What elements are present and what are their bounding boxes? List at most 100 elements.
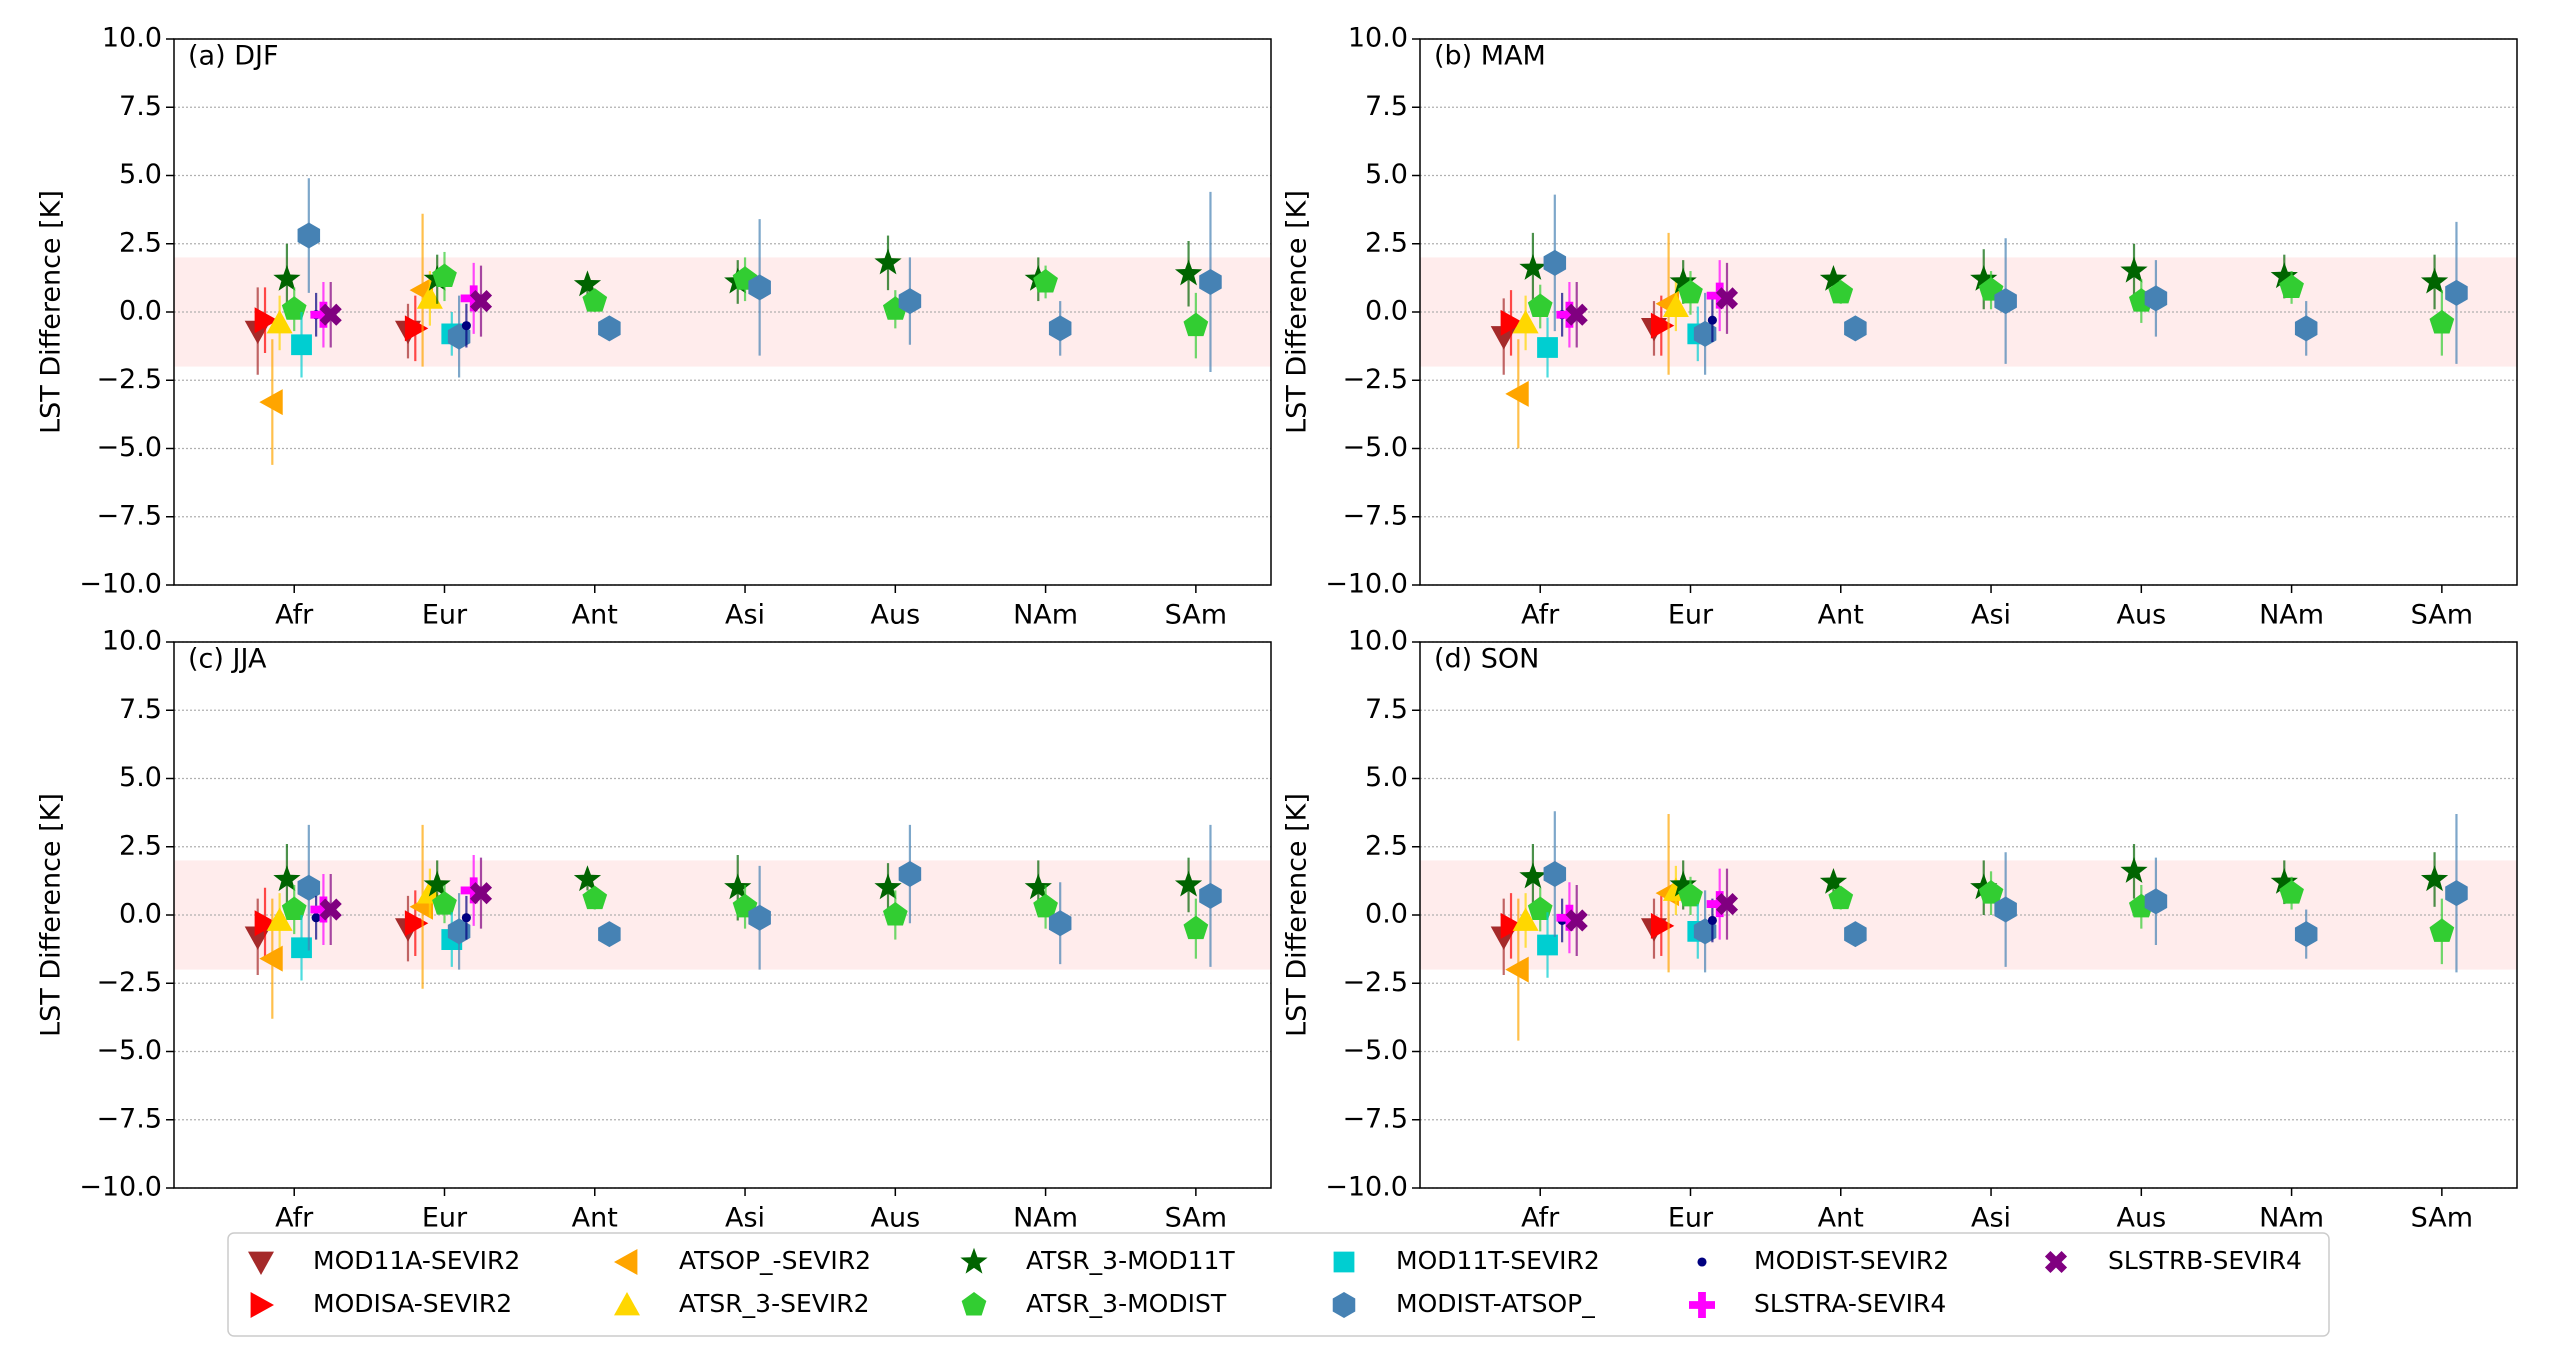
marker: [1693, 320, 1717, 347]
x-tick-label: NAm: [1013, 1203, 1078, 1234]
marker: [598, 315, 621, 342]
marker: [281, 296, 307, 320]
marker: [2120, 256, 2148, 283]
marker: [1505, 956, 1529, 983]
marker: [1994, 896, 2017, 923]
marker: [882, 902, 908, 926]
panel: −10.0 −7.5 −5.0 −2.5 0.0 2.5 5.0 7.5 10.0 Afr Eur A…: [1282, 626, 2518, 1234]
marker: [291, 334, 312, 356]
marker: [874, 248, 902, 275]
x-tick-label: Afr: [1521, 1203, 1560, 1234]
x-tick-label: NAm: [2259, 1203, 2324, 1234]
marker: [266, 309, 293, 334]
panel: −10.0 −7.5 −5.0 −2.5 0.0 2.5 5.0 7.5 10.0 Afr Eur A…: [36, 23, 1272, 631]
y-tick-label: 7.5: [1365, 694, 1408, 725]
marker: [1512, 907, 1539, 931]
y-tick-label: 10.0: [102, 23, 162, 54]
legend-marker: [1689, 1292, 1715, 1318]
y-tick-label: −2.5: [1342, 364, 1408, 395]
y-axis-label: LST Difference [K]: [36, 793, 67, 1037]
y-tick-label: 5.0: [119, 762, 162, 793]
marker: [423, 870, 451, 897]
marker: [1527, 293, 1553, 318]
plot-frame: [1419, 641, 2518, 1189]
legend-label: MODISA-SEVIR2: [313, 1289, 512, 1318]
panel-title: (d) SON: [1434, 644, 1539, 675]
y-tick-label: −2.5: [1342, 967, 1408, 998]
marker: [1543, 861, 1567, 888]
x-tick-label: Eur: [422, 600, 468, 631]
marker: [1024, 873, 1052, 900]
marker: [1828, 885, 1854, 910]
marker: [1662, 293, 1689, 317]
legend-marker: [614, 1292, 640, 1316]
legend-label: SLSTRB-SEVIR4: [2108, 1246, 2302, 1275]
marker: [259, 389, 283, 416]
marker: [1174, 259, 1203, 286]
y-tick-label: −7.5: [1342, 500, 1408, 531]
x-tick-label: Asi: [1971, 600, 2011, 631]
marker: [1199, 268, 1222, 295]
marker: [1048, 910, 1072, 937]
legend-label: ATSR_3-SEVIR2: [679, 1289, 870, 1318]
marker: [573, 270, 602, 297]
legend-marker: [1332, 1292, 1356, 1318]
marker: [2270, 867, 2298, 894]
legend-label: MODIST-ATSOP_: [1396, 1289, 1595, 1318]
legend-label: MODIST-SEVIR2: [1754, 1246, 1949, 1275]
legend-marker: [960, 1247, 988, 1274]
x-tick-label: SAm: [2411, 1203, 2473, 1234]
x-tick-label: Afr: [275, 1203, 314, 1234]
legend-label: ATSOP_-SEVIR2: [679, 1246, 871, 1275]
marker: [1512, 309, 1539, 334]
y-tick-label: −5.0: [1342, 1035, 1408, 1066]
marker: [2420, 267, 2449, 294]
legend-frame: [227, 1232, 2330, 1337]
marker: [582, 288, 608, 312]
marker: [2445, 279, 2468, 306]
marker: [1519, 862, 1547, 889]
marker: [1994, 288, 2017, 315]
marker: [461, 321, 471, 331]
x-tick-label: Afr: [275, 600, 314, 631]
y-tick-label: 2.5: [119, 830, 162, 861]
marker: [266, 907, 293, 931]
marker: [1505, 380, 1529, 407]
plot-frame: [173, 38, 1272, 586]
y-tick-label: −10.0: [1325, 1172, 1408, 1203]
marker: [1844, 921, 1867, 948]
x-tick-label: NAm: [1013, 600, 1078, 631]
marker: [1678, 279, 1703, 304]
marker: [461, 913, 471, 923]
y-tick-label: 7.5: [1365, 91, 1408, 122]
x-tick-label: Aus: [2116, 1203, 2166, 1234]
marker: [1543, 249, 1567, 276]
marker: [469, 882, 493, 905]
legend-marker: [1333, 1251, 1355, 1273]
x-tick-label: Asi: [725, 600, 765, 631]
panel-title: (a) DJF: [188, 41, 278, 72]
legend-marker: [614, 1249, 638, 1275]
marker: [573, 865, 602, 892]
y-tick-label: 10.0: [102, 626, 162, 657]
marker: [1500, 309, 1525, 336]
marker: [273, 264, 301, 291]
legend-marker: [250, 1292, 274, 1318]
y-tick-label: 10.0: [1348, 626, 1408, 657]
marker: [1183, 915, 1209, 940]
marker: [1819, 264, 1848, 291]
y-axis-label: LST Difference [K]: [36, 190, 67, 434]
marker: [1519, 254, 1547, 280]
marker: [582, 885, 608, 910]
marker: [1706, 891, 1733, 918]
panel: −10.0 −7.5 −5.0 −2.5 0.0 2.5 5.0 7.5 10.0 Afr Eur A…: [36, 626, 1272, 1234]
y-tick-label: 0.0: [1365, 296, 1408, 327]
marker: [447, 918, 471, 945]
y-tick-label: 2.5: [119, 227, 162, 258]
legend-marker: [1697, 1257, 1707, 1267]
marker: [1970, 264, 1998, 291]
marker: [1048, 315, 1072, 342]
legend-label: ATSR_3-MOD11T: [1026, 1246, 1235, 1275]
y-tick-label: −7.5: [1342, 1103, 1408, 1134]
